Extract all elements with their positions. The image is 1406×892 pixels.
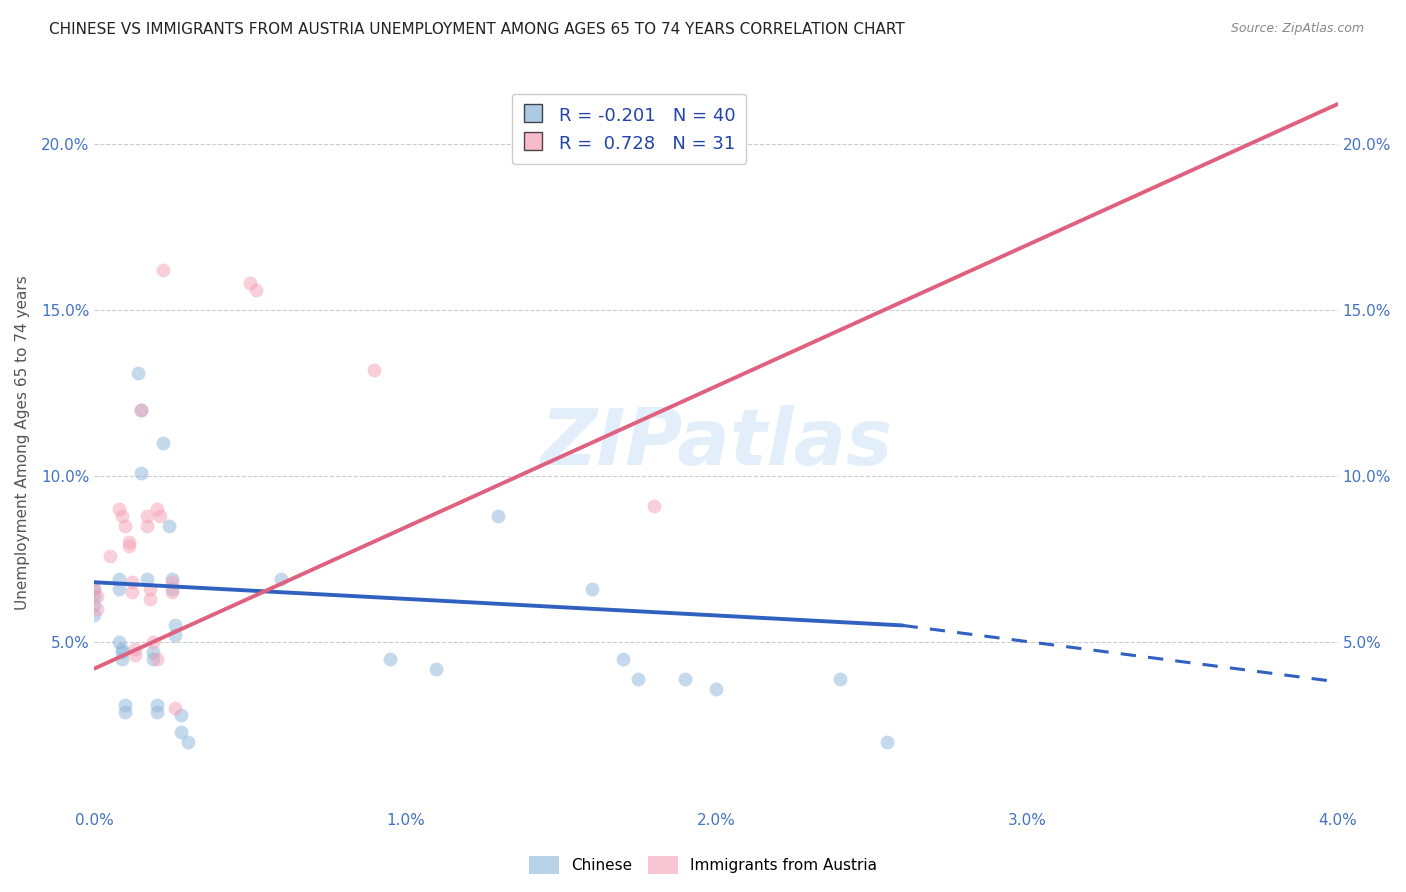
Legend: Chinese, Immigrants from Austria: Chinese, Immigrants from Austria [523,850,883,880]
Point [136,518,159,533]
Point [145,705,167,719]
Point [121,585,143,599]
Point [136,572,159,586]
Point [643,499,665,513]
Point [83,582,105,596]
Point [425,662,447,676]
Point [581,582,603,596]
Point [98,549,121,563]
Point [142,651,165,665]
Point [114,698,136,712]
Point [149,508,172,523]
Point [176,734,198,748]
Point [239,277,262,291]
Point [160,582,183,596]
Point [488,508,510,523]
Point [170,724,193,739]
Point [117,539,139,553]
Point [160,572,183,586]
Point [157,518,180,533]
Point [245,283,267,297]
Point [170,708,193,723]
Legend: R = -0.201   N = 40, R =  0.728   N = 31: R = -0.201 N = 40, R = 0.728 N = 31 [512,94,747,164]
Text: Source: ZipAtlas.com: Source: ZipAtlas.com [1230,22,1364,36]
Point [139,582,162,596]
Point [111,645,134,659]
Point [83,589,105,603]
Point [673,672,696,686]
Point [152,263,174,277]
Point [83,599,105,613]
Point [129,402,152,417]
Y-axis label: Unemployment Among Ages 65 to 74 years: Unemployment Among Ages 65 to 74 years [15,276,30,610]
Point [139,591,162,606]
Point [121,575,143,590]
Point [830,672,852,686]
Point [165,618,187,632]
Point [270,572,292,586]
Point [108,572,131,586]
Point [108,582,131,596]
Point [876,734,898,748]
Point [117,535,139,549]
Point [136,508,159,523]
Point [111,508,134,523]
Point [124,641,146,656]
Point [160,585,183,599]
Point [519,146,541,161]
Point [129,466,152,480]
Point [612,651,634,665]
Point [86,602,108,616]
Point [83,608,105,623]
Point [111,651,134,665]
Point [114,518,136,533]
Point [108,635,131,649]
Point [145,651,167,665]
Point [627,672,650,686]
Point [129,402,152,417]
Text: CHINESE VS IMMIGRANTS FROM AUSTRIA UNEMPLOYMENT AMONG AGES 65 TO 74 YEARS CORREL: CHINESE VS IMMIGRANTS FROM AUSTRIA UNEMP… [49,22,905,37]
Point [114,705,136,719]
Point [165,701,187,715]
Point [160,575,183,590]
Point [704,681,727,696]
Point [363,362,385,376]
Point [124,648,146,663]
Point [127,366,149,380]
Point [152,435,174,450]
Point [145,502,167,516]
Text: ZIPatlas: ZIPatlas [540,405,893,481]
Point [86,589,108,603]
Point [165,628,187,642]
Point [142,635,165,649]
Point [378,651,401,665]
Point [142,645,165,659]
Point [145,698,167,712]
Point [108,502,131,516]
Point [111,641,134,656]
Point [83,582,105,596]
